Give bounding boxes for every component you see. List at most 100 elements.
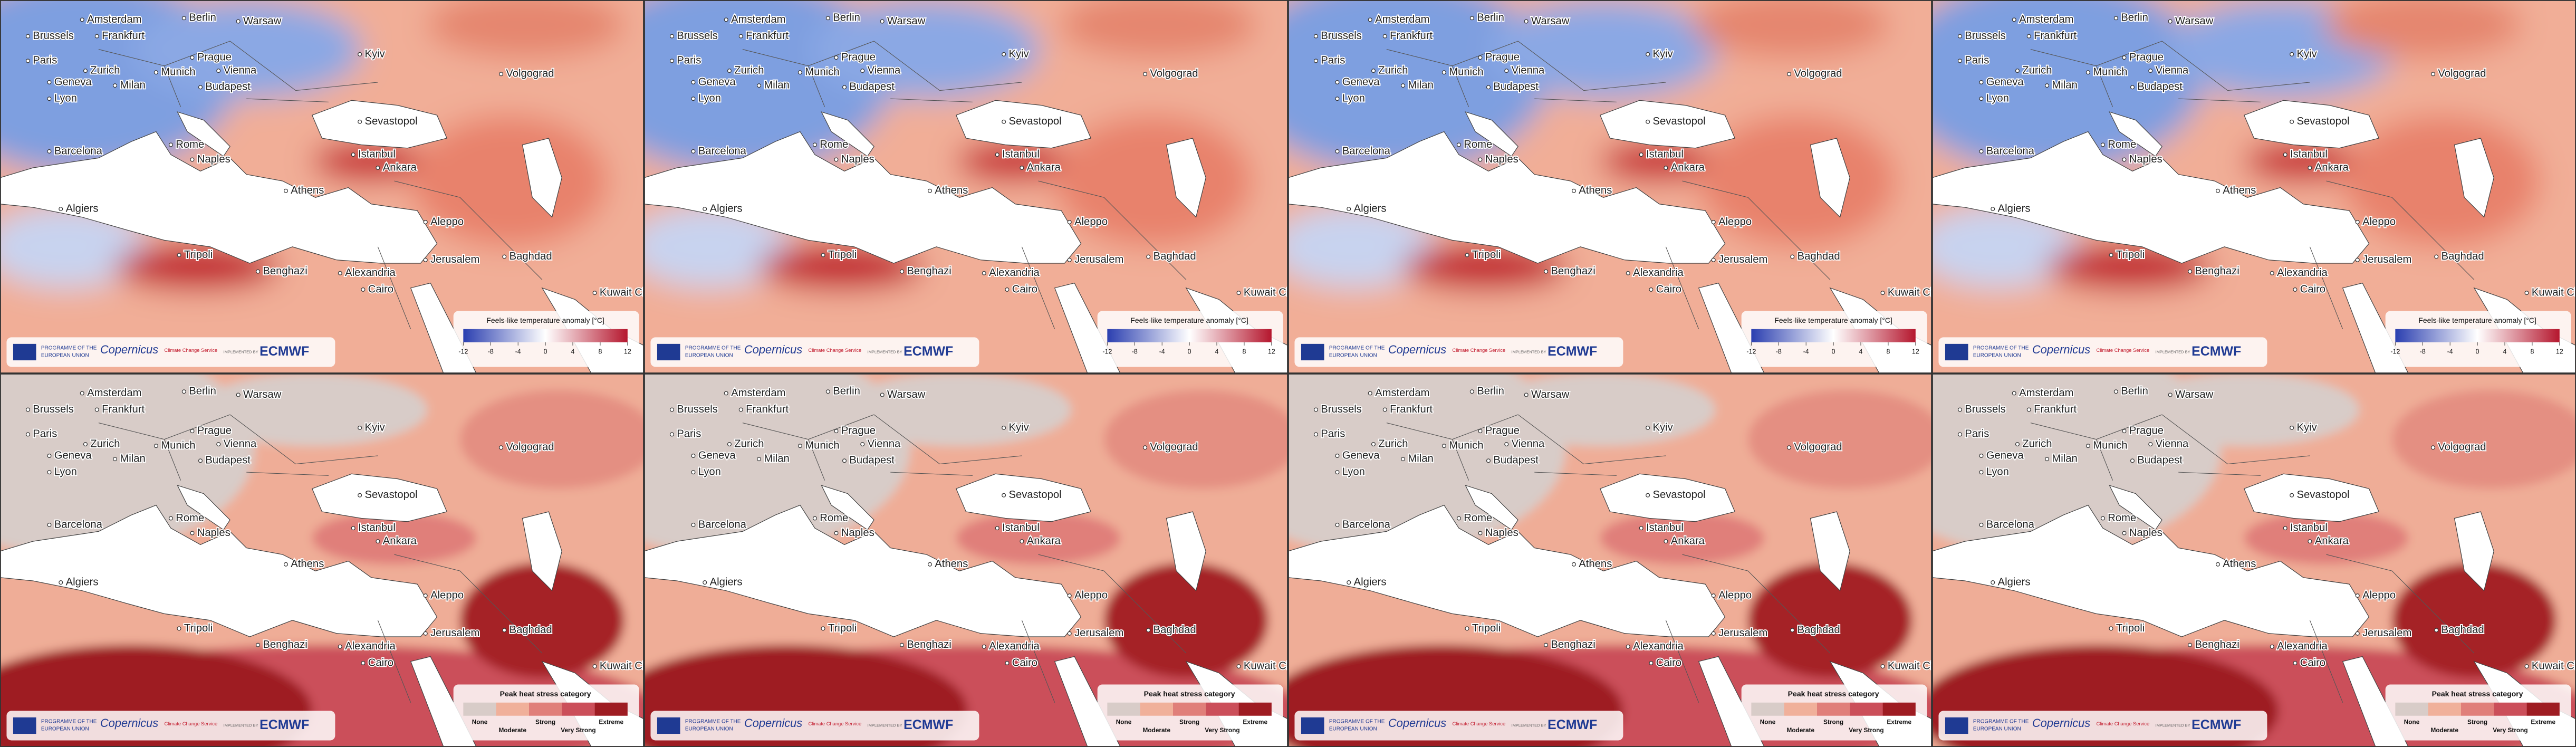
city-marker bbox=[834, 157, 839, 162]
city-marker bbox=[592, 664, 597, 669]
city-label: Barcelona bbox=[1986, 519, 2035, 530]
city-label: Berlin bbox=[1477, 386, 1504, 397]
border bbox=[742, 41, 1187, 329]
city-label: Zurich bbox=[734, 438, 764, 449]
city-marker bbox=[1067, 220, 1072, 225]
legend-title: Peak heat stress category bbox=[1788, 689, 1879, 698]
warm-area bbox=[1054, 115, 1252, 247]
legend-swatch bbox=[562, 702, 595, 716]
sea bbox=[2109, 485, 2162, 531]
warm-area bbox=[2342, 115, 2540, 247]
legend-label: Moderate bbox=[1143, 726, 1171, 734]
city-marker bbox=[1991, 580, 1995, 585]
city-label: Jerusalem bbox=[430, 254, 479, 265]
city-marker bbox=[94, 407, 99, 412]
legend-label: None bbox=[2404, 718, 2420, 725]
city-label: Zurich bbox=[1378, 438, 1408, 449]
legend-tick-label: -12 bbox=[2390, 348, 2400, 356]
city-label: Prague bbox=[197, 51, 232, 63]
city-label: Milan bbox=[120, 453, 145, 465]
city-marker bbox=[1368, 391, 1372, 396]
legend-label: Moderate bbox=[2431, 726, 2459, 734]
city-label: Geneva bbox=[1342, 76, 1380, 88]
city-marker bbox=[190, 55, 195, 60]
city-label: Sevastopol bbox=[1652, 489, 1705, 501]
map-panel: Amsterdam Berlin Warsaw Brussels Frankfurt Pa… bbox=[644, 0, 1288, 374]
city-label: Naples bbox=[1485, 154, 1518, 165]
legend-bar bbox=[1751, 329, 1916, 342]
legend-swatch bbox=[1751, 702, 1784, 716]
city-marker bbox=[2100, 142, 2105, 147]
city-label: Kyiv bbox=[1008, 48, 1029, 60]
city-label: Kyiv bbox=[364, 48, 385, 60]
city-marker bbox=[1711, 220, 1716, 225]
city-label: Cairo bbox=[1656, 283, 1681, 295]
city-label: Benghazi bbox=[263, 639, 307, 650]
city-marker bbox=[1067, 257, 1072, 262]
city-marker bbox=[899, 643, 905, 647]
moderate-area bbox=[1748, 390, 1932, 489]
legend-tick-label: 4 bbox=[1215, 348, 1219, 356]
city-marker bbox=[376, 539, 380, 544]
city-label: Kuwait City bbox=[600, 660, 644, 672]
city-marker bbox=[1335, 149, 1340, 154]
legend-label: Extreme bbox=[2531, 718, 2555, 725]
city-marker bbox=[1347, 207, 1351, 212]
city-label: Zurich bbox=[2022, 64, 2052, 76]
city-label: Brussels bbox=[1965, 30, 2006, 42]
legend: Peak heat stress category None Moderate Str… bbox=[453, 684, 639, 741]
city-label: Frankfurt bbox=[102, 404, 145, 415]
logo-box bbox=[650, 711, 979, 741]
city-marker bbox=[2044, 83, 2050, 88]
city-marker bbox=[2148, 442, 2153, 447]
city-marker bbox=[2290, 119, 2294, 124]
city-marker bbox=[2270, 644, 2274, 649]
city-label: Budapest bbox=[1493, 455, 1539, 466]
city-marker bbox=[2015, 442, 2020, 447]
city-label: Milan bbox=[764, 80, 789, 91]
city-label: Frankfurt bbox=[746, 404, 789, 415]
city-marker bbox=[358, 52, 362, 56]
city-label: Volgograd bbox=[2438, 68, 2486, 80]
city-label: Warsaw bbox=[887, 15, 926, 27]
city-label: Sevastopol bbox=[364, 116, 417, 127]
city-label: Barcelona bbox=[1986, 145, 2035, 157]
city-marker bbox=[112, 457, 118, 462]
city-marker bbox=[1979, 470, 1984, 475]
city-label: Baghdad bbox=[1154, 624, 1196, 636]
city-label: Vienna bbox=[1512, 438, 1545, 449]
ecmwf-logo: ECMWF bbox=[903, 344, 953, 359]
city-label: Tripoli bbox=[1472, 249, 1501, 261]
city-marker bbox=[1067, 631, 1072, 636]
sea bbox=[311, 100, 448, 149]
legend-title: Feels-like temperature anomaly [°C] bbox=[2418, 316, 2536, 324]
city-label: Prague bbox=[1485, 51, 1520, 63]
city-label: Ankara bbox=[2315, 161, 2349, 173]
legend-swatch bbox=[1850, 702, 1883, 716]
city-marker bbox=[1002, 425, 1006, 430]
city-marker bbox=[25, 34, 31, 39]
city-marker bbox=[1313, 59, 1319, 63]
city-marker bbox=[236, 392, 241, 397]
city-label: Lyon bbox=[698, 92, 721, 104]
city-marker bbox=[1400, 83, 1406, 88]
map-panel: Amsterdam Berlin Warsaw Brussels Frankfurt Pa… bbox=[0, 0, 644, 374]
city-marker bbox=[1478, 157, 1483, 162]
city-marker bbox=[1646, 425, 1650, 430]
city-marker bbox=[1313, 432, 1319, 437]
city-label: Sevastopol bbox=[1008, 489, 1061, 501]
eu-flag bbox=[13, 343, 36, 361]
city-label: Baghdad bbox=[2442, 251, 2484, 262]
city-label: Zurich bbox=[90, 438, 120, 449]
city-label: Tripoli bbox=[828, 249, 857, 261]
legend-tick-label: 4 bbox=[1859, 348, 1863, 356]
city-marker bbox=[1382, 34, 1387, 39]
city-marker bbox=[2434, 628, 2439, 633]
cool-area bbox=[0, 205, 148, 288]
implemented-text: IMPLEMENTED BY bbox=[868, 349, 902, 354]
city-label: Cairo bbox=[1012, 283, 1037, 295]
city-label: Athens bbox=[935, 558, 968, 570]
implemented-text: IMPLEMENTED BY bbox=[1512, 349, 1546, 354]
